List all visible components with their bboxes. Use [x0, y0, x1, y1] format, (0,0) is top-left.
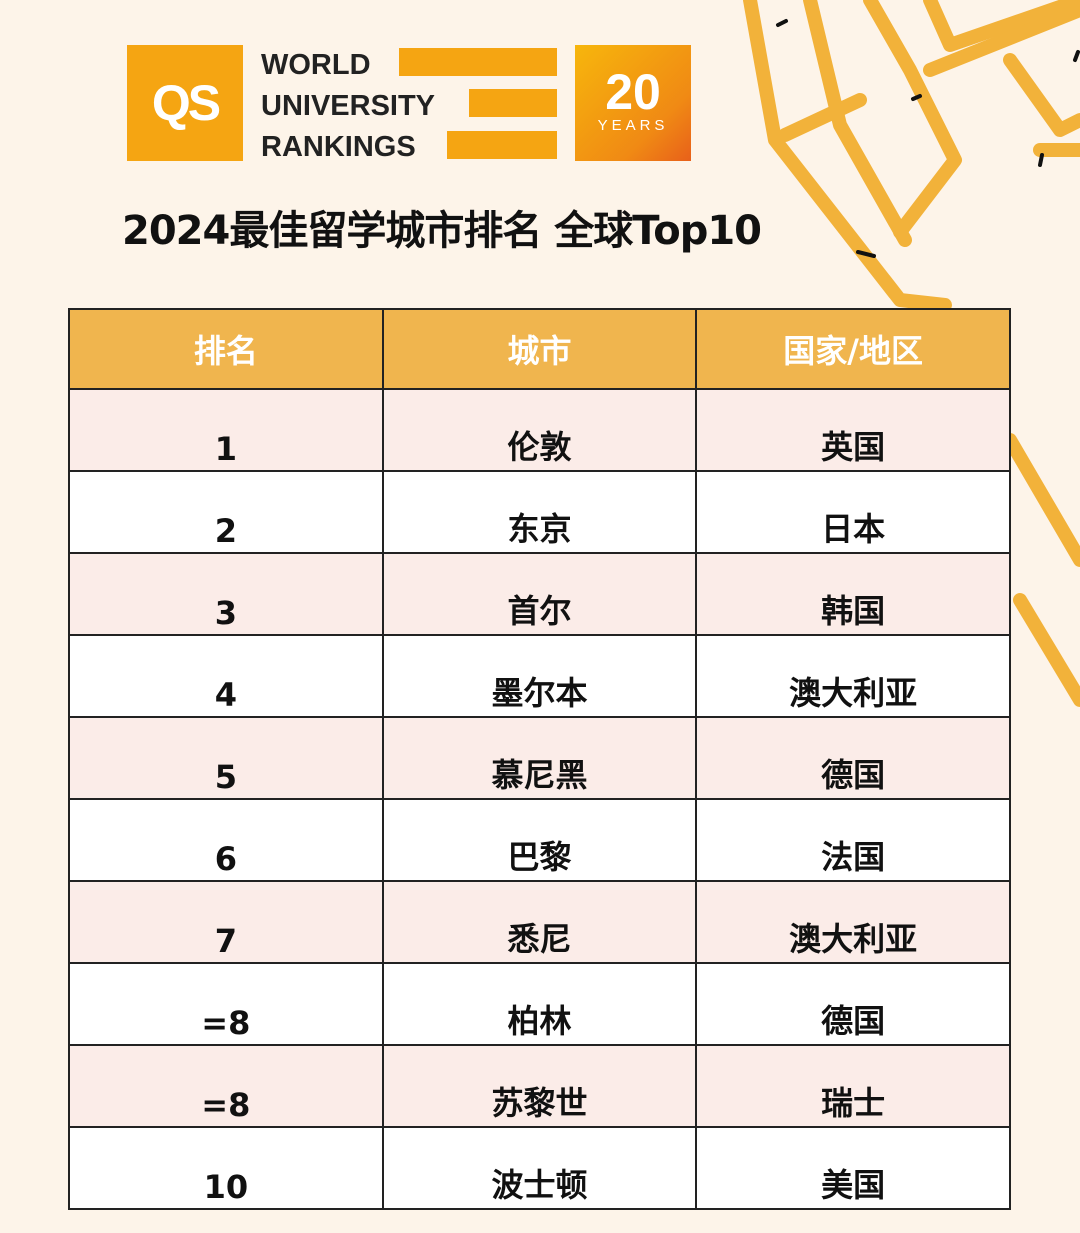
country-cell: 德国 [695, 716, 1011, 800]
country-cell: 法国 [695, 798, 1011, 882]
rank-cell: 10 [68, 1126, 384, 1210]
city-cell: 伦敦 [381, 388, 698, 472]
rank-cell: 4 [68, 634, 384, 718]
rank-cell: 5 [68, 716, 384, 800]
rank-cell: 6 [68, 798, 384, 882]
country-cell: 日本 [695, 470, 1011, 554]
city-cell: 柏林 [381, 962, 698, 1046]
city-cell: 东京 [381, 470, 698, 554]
city-cell: 巴黎 [381, 798, 698, 882]
logo-bar [447, 131, 557, 159]
city-cell: 首尔 [381, 552, 698, 636]
rank-cell: =8 [68, 1044, 384, 1128]
country-cell: 澳大利亚 [695, 634, 1011, 718]
header-rank: 排名 [68, 308, 384, 390]
country-cell: 德国 [695, 962, 1011, 1046]
rank-cell: 2 [68, 470, 384, 554]
logo-bar [469, 89, 557, 117]
ranking-table: 排名 城市 国家/地区 1 伦敦 英国 2 东京 日本 3 首尔 韩国 4 墨尔本 澳大利亚 5 慕尼黑德… [68, 308, 1011, 1210]
table-row: 3 首尔 韩国 [68, 552, 1011, 636]
table-row: =8 苏黎世 瑞士 [68, 1044, 1011, 1128]
country-cell: 韩国 [695, 552, 1011, 636]
city-cell: 波士顿 [381, 1126, 698, 1210]
rank-cell: 1 [68, 388, 384, 472]
logo-line-world: WORLD [261, 49, 371, 81]
rank-cell: 3 [68, 552, 384, 636]
table-row: 1 伦敦 英国 [68, 388, 1011, 472]
table-row: 7 悉尼 澳大利亚 [68, 880, 1011, 964]
logo-line-rankings: RANKINGS [261, 131, 416, 163]
anniv-number: 20 [605, 64, 661, 120]
city-cell: 慕尼黑 [381, 716, 698, 800]
rank-cell: 7 [68, 880, 384, 964]
city-cell: 苏黎世 [381, 1044, 698, 1128]
table-row: 2 东京 日本 [68, 470, 1011, 554]
page-title: 2024最佳留学城市排名 全球Top10 [122, 208, 762, 254]
city-cell: 悉尼 [381, 880, 698, 964]
logo-wordmark: WORLD UNIVERSITY RANKINGS [261, 45, 435, 168]
table-row: 6 巴黎 法国 [68, 798, 1011, 882]
rank-cell: =8 [68, 962, 384, 1046]
header-city: 城市 [381, 308, 698, 390]
header-country: 国家/地区 [695, 308, 1011, 390]
table-header-row: 排名 城市 国家/地区 [68, 308, 1011, 390]
table-row: =8 柏林 德国 [68, 962, 1011, 1046]
20-years-badge: 20 YEARS [575, 45, 691, 161]
country-cell: 英国 [695, 388, 1011, 472]
table-row: 4 墨尔本 澳大利亚 [68, 634, 1011, 718]
logo-line-university: UNIVERSITY [261, 90, 436, 122]
table-row: 5 慕尼黑 德国 [68, 716, 1011, 800]
table-row: 10 波士顿 美国 [68, 1126, 1011, 1210]
country-cell: 澳大利亚 [695, 880, 1011, 964]
logo-bar [399, 48, 557, 76]
city-cell: 墨尔本 [381, 634, 698, 718]
qs-logo-mark: QS [127, 45, 243, 161]
country-cell: 美国 [695, 1126, 1011, 1210]
country-cell: 瑞士 [695, 1044, 1011, 1128]
anniv-label: YEARS [597, 117, 669, 134]
